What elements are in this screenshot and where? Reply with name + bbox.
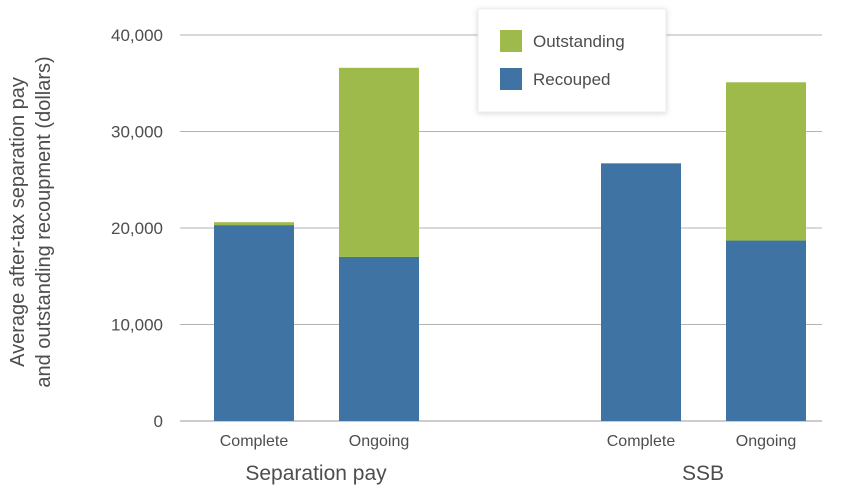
x-category-labels: Complete Ongoing Complete Ongoing	[220, 433, 796, 450]
legend-box	[477, 8, 667, 113]
legend-label-recouped: Recouped	[533, 70, 611, 89]
bar-ssb-ongoing-outstanding	[726, 82, 806, 241]
y-axis-title-line-2: and outstanding recoupment (dollars)	[33, 56, 55, 387]
bar-ssb-ongoing-recouped	[726, 240, 806, 421]
legend-label-outstanding: Outstanding	[533, 32, 625, 51]
legend-swatch-outstanding	[500, 30, 522, 52]
y-axis-title-line-1: Average after-tax separation pay	[7, 77, 29, 367]
x-category-label-separation-pay-complete: Complete	[220, 433, 289, 450]
bars	[214, 67, 806, 421]
bar-ssb-complete-recouped	[601, 163, 681, 421]
y-tick-label-10000: 10,000	[111, 316, 163, 335]
x-group-label-ssb: SSB	[682, 462, 724, 485]
y-tick-label-0: 0	[154, 412, 163, 431]
x-category-label-ssb-ongoing: Ongoing	[736, 433, 797, 450]
bar-separation-pay-complete-outstanding	[214, 222, 294, 226]
y-tick-label-20000: 20,000	[111, 219, 163, 238]
x-group-labels: Separation pay SSB	[245, 462, 724, 485]
x-category-label-separation-pay-ongoing: Ongoing	[349, 433, 410, 450]
x-group-label-separation-pay: Separation pay	[245, 462, 387, 485]
bar-separation-pay-ongoing-outstanding	[339, 67, 419, 257]
y-tick-label-30000: 30,000	[111, 123, 163, 142]
y-tick-label-40000: 40,000	[111, 26, 163, 45]
bar-separation-pay-complete-recouped	[214, 225, 294, 421]
y-tick-labels: 0 10,000 20,000 30,000 40,000	[111, 26, 163, 431]
bar-separation-pay-ongoing-recouped	[339, 256, 419, 421]
legend-swatch-recouped	[500, 68, 522, 90]
x-category-label-ssb-complete: Complete	[607, 433, 676, 450]
legend: Outstanding Recouped	[477, 8, 667, 113]
